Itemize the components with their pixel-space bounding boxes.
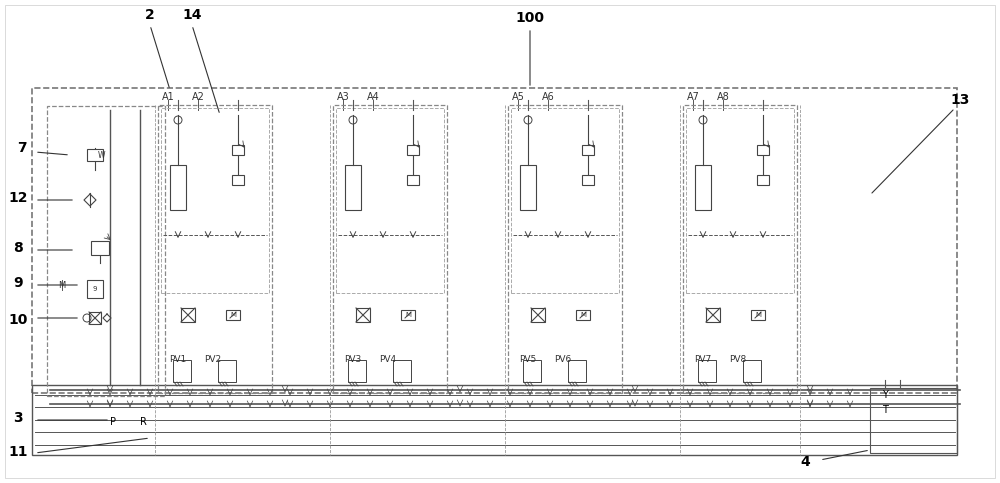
Text: PV2: PV2 [204, 355, 222, 365]
Text: A6: A6 [542, 92, 554, 102]
Text: A4: A4 [367, 92, 379, 102]
Text: M: M [230, 312, 236, 318]
Text: M: M [580, 312, 586, 318]
Text: A2: A2 [192, 92, 204, 102]
Bar [232, 175, 244, 185]
Text: PV3: PV3 [344, 355, 362, 365]
Bar [698, 360, 716, 382]
Bar [743, 360, 761, 382]
Text: A8: A8 [717, 92, 729, 102]
Bar [520, 165, 536, 210]
Bar [226, 310, 240, 320]
Bar [393, 360, 411, 382]
Bar [89, 312, 101, 324]
Bar [407, 175, 419, 185]
Bar [757, 175, 769, 185]
Bar [333, 105, 447, 393]
Bar [511, 108, 619, 293]
Text: 9: 9 [93, 286, 97, 292]
Text: A3: A3 [337, 92, 349, 102]
Text: PV5: PV5 [519, 355, 537, 365]
Bar [706, 308, 720, 322]
Bar [47, 106, 165, 396]
Text: PV4: PV4 [379, 355, 397, 365]
Bar [218, 360, 236, 382]
Bar [870, 388, 957, 453]
Text: A5: A5 [512, 92, 524, 102]
Bar [582, 175, 594, 185]
Bar [407, 145, 419, 155]
Text: PV1: PV1 [169, 355, 187, 365]
Bar [568, 360, 586, 382]
Text: 100: 100 [516, 11, 544, 25]
Text: M: M [405, 312, 411, 318]
Bar [348, 360, 366, 382]
Bar [356, 308, 370, 322]
Text: 4: 4 [800, 455, 810, 469]
Bar [686, 108, 794, 293]
Text: 14: 14 [182, 8, 202, 22]
Bar [683, 105, 797, 393]
Text: 12: 12 [8, 191, 28, 205]
Bar [173, 360, 191, 382]
Text: 10: 10 [8, 313, 28, 327]
Text: PV7: PV7 [694, 355, 712, 365]
Text: W: W [97, 151, 105, 159]
Text: 8: 8 [13, 241, 23, 255]
Bar [401, 310, 415, 320]
Bar [87, 149, 103, 161]
Bar [695, 165, 711, 210]
Text: 13: 13 [950, 93, 970, 107]
Bar [32, 88, 957, 393]
Bar [161, 108, 269, 293]
Text: M: M [755, 312, 761, 318]
Text: 2: 2 [145, 8, 155, 22]
Bar [91, 241, 109, 255]
Text: Y: Y [882, 390, 888, 400]
Bar [576, 310, 590, 320]
Bar [32, 385, 957, 455]
Text: PV8: PV8 [729, 355, 747, 365]
Bar [345, 165, 361, 210]
Text: PV6: PV6 [554, 355, 572, 365]
Bar [757, 145, 769, 155]
Text: T: T [882, 405, 888, 415]
Bar [158, 105, 272, 393]
Bar [508, 105, 622, 393]
Text: 7: 7 [17, 141, 27, 155]
Text: R: R [140, 417, 146, 427]
Bar [523, 360, 541, 382]
Text: A7: A7 [687, 92, 699, 102]
Text: 11: 11 [8, 445, 28, 459]
Bar [531, 308, 545, 322]
Bar [336, 108, 444, 293]
Bar [87, 280, 103, 298]
Bar [751, 310, 765, 320]
Bar [232, 145, 244, 155]
Text: P: P [110, 417, 116, 427]
Bar [582, 145, 594, 155]
Bar [170, 165, 186, 210]
Text: M: M [58, 281, 66, 289]
Text: A1: A1 [162, 92, 174, 102]
Text: 3: 3 [13, 411, 23, 425]
Text: 9: 9 [13, 276, 23, 290]
Bar [181, 308, 195, 322]
